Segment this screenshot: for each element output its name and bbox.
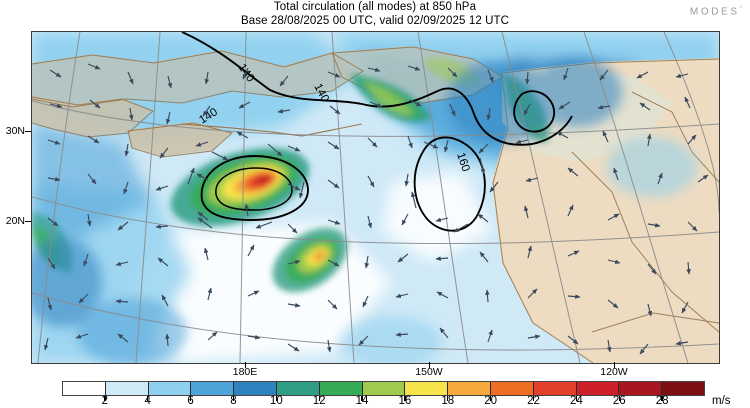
colorbar-swatch-3 (191, 382, 235, 395)
colorbar-tick-10 (275, 396, 277, 401)
colorbar-tick-18 (447, 396, 449, 401)
lon-tick-120w (614, 362, 616, 368)
lat-label-30n: 30N (5, 125, 25, 137)
colorbar-tick-label-8: 8 (230, 395, 237, 407)
colorbar-tick-label-18: 18 (441, 395, 455, 407)
colorbar-swatch-9 (448, 382, 491, 395)
colorbar-tick-label-14: 14 (355, 395, 369, 407)
colorbar-tick-6 (189, 396, 192, 401)
colorbar-tick-label-12: 12 (312, 395, 326, 407)
colorbar-tick-label-6: 6 (187, 395, 194, 407)
colorbar-tick-8 (232, 396, 235, 401)
lon-tick-150w (429, 362, 431, 368)
colorbar-tick-label-22: 22 (527, 395, 540, 407)
colorbar-tick-label-10: 10 (269, 395, 283, 407)
lon-label-180e: 180E (232, 366, 258, 378)
colorbar-swatch-1 (105, 382, 149, 395)
colorbar-swatch-5 (276, 382, 320, 395)
lon-label-150w: 150W (415, 366, 443, 378)
colorbar-swatch-8 (405, 382, 449, 395)
colorbar-swatch-6 (319, 382, 363, 395)
colorbar-tick-label-28: 28 (655, 395, 669, 407)
colorbar-units-label: m/s (712, 395, 731, 407)
colorbar[interactable] (62, 381, 705, 396)
lat-tick-30n (25, 131, 31, 133)
colorbar-swatch-13 (619, 382, 663, 395)
map-canvas: 140 140 140 160 (32, 32, 719, 363)
lat-label-20n: 20N (5, 215, 25, 227)
chart-title-line1: Total circulation (all modes) at 850 hPa (273, 1, 477, 13)
lat-tick-20n (25, 221, 31, 223)
colorbar-tick-label-2: 2 (101, 395, 109, 407)
colorbar-tick-28 (661, 396, 663, 401)
contour-label-160: 160 (454, 151, 471, 173)
colorbar-tick-label-16: 16 (398, 395, 412, 407)
colorbar-tick-20 (490, 396, 492, 401)
modes-watermark: MODES° (690, 6, 742, 17)
chart-title-block: Total circulation (all modes) at 850 hPa… (0, 1, 750, 28)
colorbar-swatch-12 (576, 382, 620, 395)
map-plot-area[interactable]: 140 140 140 160 (31, 31, 720, 364)
colorbar-tick-24 (575, 396, 578, 401)
colorbar-tick-2 (104, 396, 106, 401)
watermark-text: MODES (689, 6, 740, 18)
watermark-mark: ° (739, 6, 742, 12)
colorbar-tick-22 (532, 396, 535, 401)
colorbar-tick-label-26: 26 (612, 395, 626, 407)
colorbar-tick-14 (361, 396, 363, 401)
colorbar-tick-label-24: 24 (569, 395, 583, 407)
colorbar-swatch-4 (234, 382, 277, 395)
colorbar-tick-16 (404, 396, 406, 401)
colorbar-tick-label-4: 4 (144, 395, 151, 407)
colorbar-swatch-0 (63, 382, 106, 395)
chart-title-line2: Base 28/08/2025 00 UTC, valid 02/09/2025… (240, 14, 510, 27)
colorbar-tick-26 (618, 396, 620, 401)
colorbar-tick-label-20: 20 (484, 395, 498, 407)
colorbar-swatch-2 (148, 382, 192, 395)
colorbar-swatch-11 (533, 382, 577, 395)
lon-tick-180e (245, 362, 247, 368)
colorbar-swatch-7 (362, 382, 406, 395)
colorbar-tick-12 (318, 396, 320, 401)
colorbar-tick-4 (147, 396, 149, 401)
lon-label-120w: 120W (600, 366, 628, 378)
colorbar-swatch-10 (490, 382, 534, 395)
colorbar-swatch-14 (662, 382, 704, 395)
